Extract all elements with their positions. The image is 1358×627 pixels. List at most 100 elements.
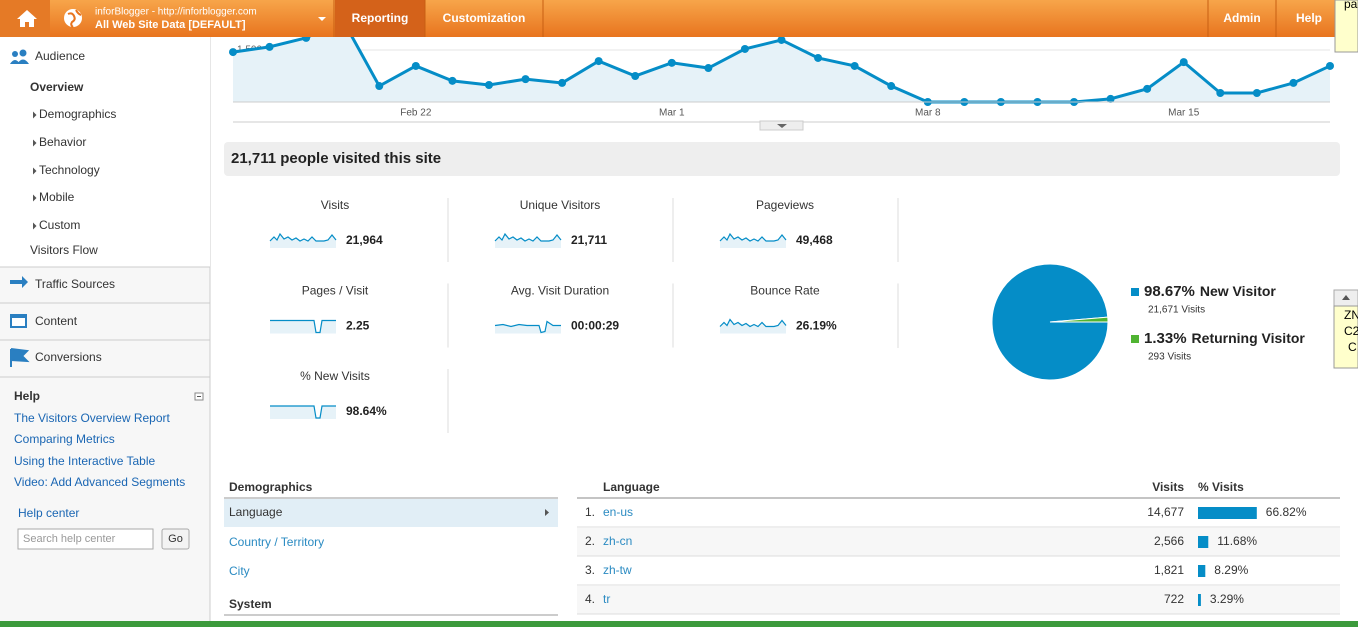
- admin-link[interactable]: Admin: [1223, 11, 1260, 25]
- summary-bar: [224, 142, 1340, 176]
- search-input[interactable]: [17, 528, 154, 550]
- visitor-pie: 98.67% New Visitor 21,671 Visits 1.33% Retur…: [991, 263, 1305, 381]
- pie-slice[interactable]: [1049, 316, 1109, 323]
- x-tick-label: Mar 15: [1168, 108, 1200, 119]
- dimension-item-active[interactable]: Language: [229, 505, 283, 519]
- nav-item[interactable]: Demographics: [39, 107, 116, 121]
- globe-icon: [64, 9, 82, 27]
- column-header[interactable]: Visits: [1152, 480, 1184, 494]
- help-link[interactable]: The Visitors Overview Report: [14, 411, 170, 425]
- point[interactable]: [521, 75, 530, 84]
- nav-item-active[interactable]: Overview: [30, 80, 84, 94]
- metrics-grid: Visits 21,964 Unique Visitors 21,711 Pagevie…: [269, 198, 899, 433]
- point[interactable]: [1216, 88, 1225, 97]
- point[interactable]: [1289, 78, 1298, 87]
- sparkline-area: [495, 234, 561, 248]
- point[interactable]: [1179, 58, 1188, 67]
- help-title: Help: [14, 389, 40, 403]
- point[interactable]: [411, 61, 420, 70]
- point[interactable]: [1106, 94, 1115, 103]
- tab-active-bg: [335, 0, 425, 37]
- language-link[interactable]: en-us: [603, 505, 633, 519]
- language-link[interactable]: tr: [603, 592, 610, 606]
- point[interactable]: [814, 53, 823, 62]
- point[interactable]: [850, 61, 859, 70]
- nav-item[interactable]: Mobile: [39, 190, 75, 204]
- metric-value: 00:00:29: [571, 319, 619, 333]
- tab[interactable]: Customization: [443, 11, 526, 25]
- metric-value: 49,468: [796, 233, 833, 247]
- sparkline: [270, 319, 336, 334]
- expand-arrow: [33, 139, 37, 147]
- globe-lines: [67, 9, 82, 28]
- audience-panel: [0, 37, 210, 267]
- help-link[interactable]: Comparing Metrics: [14, 432, 115, 446]
- point[interactable]: [229, 48, 237, 57]
- tab[interactable]: Reporting: [352, 11, 409, 25]
- help-link[interactable]: Help: [1296, 11, 1322, 25]
- point[interactable]: [740, 44, 749, 53]
- sparkline: [494, 320, 561, 334]
- visits: 14,677: [1147, 505, 1184, 519]
- profile-name[interactable]: All Web Site Data [DEFAULT]: [95, 19, 246, 31]
- point[interactable]: [375, 82, 384, 91]
- point[interactable]: [667, 58, 676, 67]
- nav-item[interactable]: Custom: [39, 218, 80, 232]
- expand-arrow: [33, 222, 37, 230]
- legend-name: Returning Visitor: [1192, 330, 1306, 346]
- go-button[interactable]: [161, 528, 190, 550]
- metric-name: Bounce Rate: [750, 284, 820, 298]
- legend-swatch: [1131, 335, 1139, 343]
- scroll-arrow: [1342, 295, 1350, 300]
- x-tick-label: Mar 1: [659, 108, 685, 119]
- percent-label: 66.82%: [1266, 505, 1307, 519]
- language-table: 1. en-us 14,677 66.82% 2. zh-cn 2,566 11.68% 3. z…: [577, 505, 1340, 615]
- nav-section[interactable]: Content: [35, 314, 78, 328]
- legend-name: New Visitor: [1200, 283, 1277, 299]
- language-link[interactable]: zh-cn: [603, 534, 632, 548]
- nav-item[interactable]: Behavior: [39, 135, 86, 149]
- column-header[interactable]: % Visits: [1198, 480, 1244, 494]
- point[interactable]: [448, 76, 457, 85]
- point[interactable]: [594, 57, 603, 66]
- nav-item[interactable]: Technology: [39, 163, 100, 177]
- point[interactable]: [777, 36, 786, 44]
- visits: 2,566: [1154, 534, 1184, 548]
- percent-label: 3.29%: [1210, 592, 1244, 606]
- point[interactable]: [704, 64, 713, 73]
- point[interactable]: [558, 78, 567, 87]
- point[interactable]: [1326, 61, 1334, 70]
- dimension-item[interactable]: Country / Territory: [229, 535, 324, 549]
- tooltip: [1334, 0, 1358, 53]
- sparkline-area: [270, 234, 336, 248]
- help-center-link[interactable]: Help center: [18, 506, 79, 520]
- profile-dropdown[interactable]: [318, 17, 326, 21]
- go-label: Go: [168, 533, 183, 545]
- column-header[interactable]: Language: [603, 480, 660, 494]
- nav-section[interactable]: Conversions: [35, 350, 102, 364]
- percent-bar: [1198, 565, 1206, 577]
- metric-value: 98.64%: [346, 404, 387, 418]
- legend-label: 1.33% Returning Visitor: [1144, 330, 1305, 347]
- point[interactable]: [302, 34, 311, 42]
- point[interactable]: [484, 81, 493, 90]
- point[interactable]: [265, 42, 274, 51]
- language-link[interactable]: zh-tw: [603, 563, 632, 577]
- metric-name: Unique Visitors: [520, 198, 600, 212]
- x-tick-label: Mar 8: [915, 108, 941, 119]
- tooltip-text: ZN: [1344, 308, 1358, 322]
- point[interactable]: [631, 72, 640, 80]
- dimension-item[interactable]: City: [229, 564, 250, 578]
- point[interactable]: [1252, 88, 1261, 97]
- sparkline: [719, 232, 787, 242]
- selected-row: [224, 499, 558, 527]
- nav-section[interactable]: Traffic Sources: [35, 277, 115, 291]
- nav-section[interactable]: Audience: [35, 49, 85, 63]
- point[interactable]: [887, 82, 896, 91]
- help-link[interactable]: Using the Interactive Table: [14, 454, 156, 468]
- help-link[interactable]: Video: Add Advanced Segments: [14, 475, 185, 489]
- nav-item[interactable]: Visitors Flow: [30, 243, 98, 257]
- point[interactable]: [1143, 84, 1152, 93]
- sparkline-area: [495, 321, 561, 334]
